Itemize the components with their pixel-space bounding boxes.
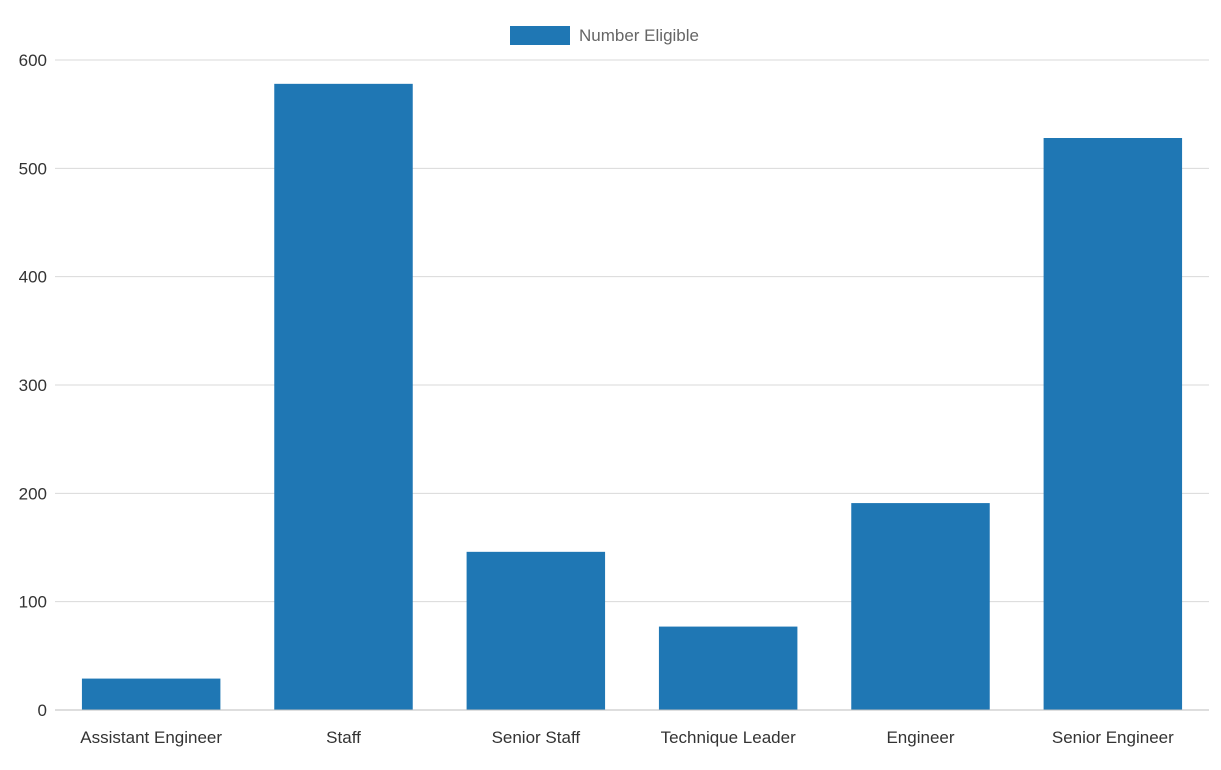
bar[interactable] [274, 83, 413, 711]
gridlines [55, 59, 1209, 603]
y-tick-label: 600 [19, 51, 47, 70]
bars [81, 83, 1183, 711]
bar[interactable] [466, 551, 606, 710]
x-tick-label: Engineer [886, 728, 954, 747]
legend-label[interactable]: Number Eligible [579, 26, 699, 45]
x-tick-label: Assistant Engineer [80, 728, 222, 747]
legend[interactable]: Number Eligible [510, 26, 699, 45]
y-tick-label: 500 [19, 159, 47, 178]
y-tick-label: 300 [19, 376, 47, 395]
y-tick-label: 100 [19, 593, 47, 612]
x-tick-label: Senior Engineer [1052, 728, 1174, 747]
x-tick-label: Technique Leader [661, 728, 797, 747]
y-tick-label: 200 [19, 484, 47, 503]
bar[interactable] [81, 678, 221, 710]
y-tick-label: 400 [19, 268, 47, 287]
x-tick-label: Senior Staff [492, 728, 581, 747]
bar[interactable] [658, 626, 798, 710]
bar[interactable] [851, 503, 990, 710]
x-tick-label: Staff [326, 728, 361, 747]
bar[interactable] [1043, 138, 1183, 710]
legend-swatch[interactable] [510, 26, 570, 45]
axes: 0 100 200 300 400 500 600 Assistant Engineer Sta… [19, 51, 1209, 747]
y-tick-label: 0 [38, 701, 47, 720]
